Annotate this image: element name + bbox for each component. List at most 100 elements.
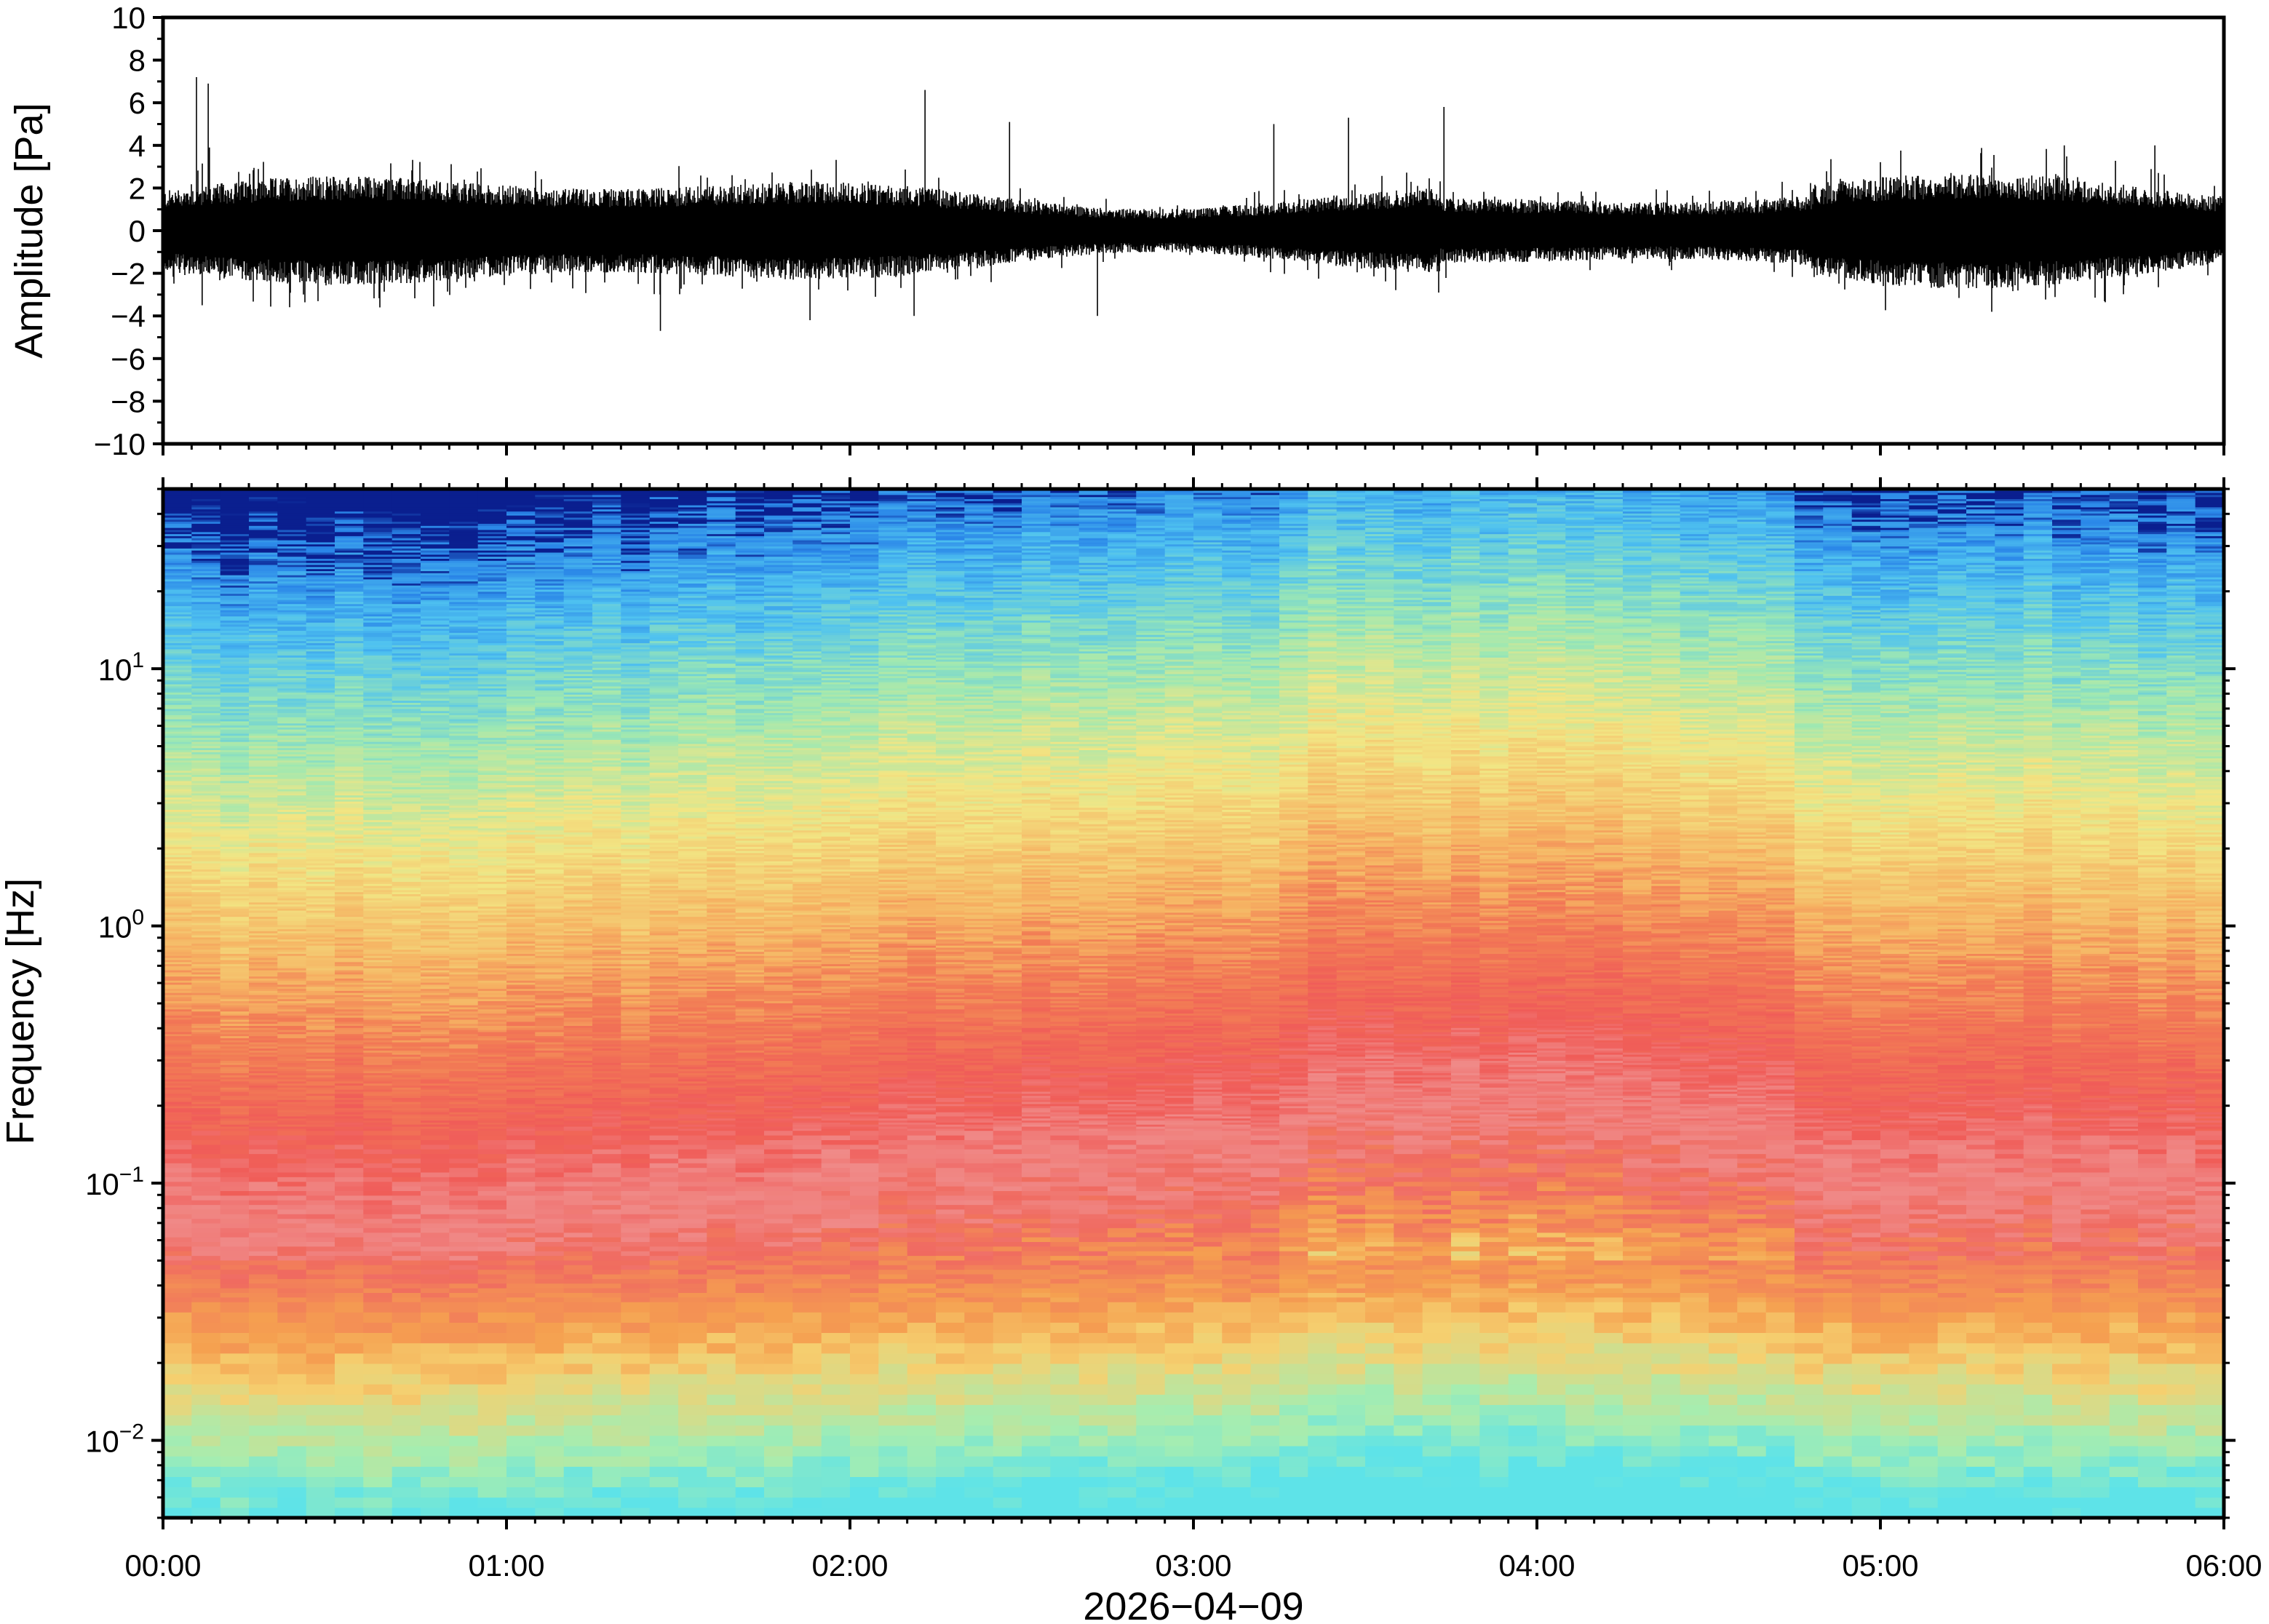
spectrogram-cell	[449, 1288, 479, 1293]
spectrogram-cell	[477, 986, 507, 990]
spectrogram-cell	[363, 1038, 393, 1040]
spectrogram-cell	[249, 776, 279, 779]
spectrogram-cell	[191, 680, 221, 682]
spectrogram-cell	[335, 772, 365, 775]
spectrogram-cell	[220, 1241, 250, 1247]
spectrogram-cell	[506, 947, 536, 950]
spectrogram-cell	[421, 854, 450, 858]
spectrogram-cell	[220, 976, 250, 979]
spectrogram-cell	[363, 910, 393, 913]
spectrogram-cell	[363, 735, 393, 739]
spectrogram-cell	[249, 836, 279, 839]
spectrogram-cell	[392, 1035, 421, 1038]
spectrogram-cell	[335, 898, 365, 901]
spectrogram-cell	[392, 792, 421, 796]
spectrogram-cell	[421, 655, 450, 658]
spectrogram-cell	[277, 943, 307, 946]
spectrogram-cell	[191, 591, 221, 594]
spectrogram-cell	[477, 961, 507, 965]
spectrogram-cell	[191, 968, 221, 971]
spectrogram-cell	[335, 933, 365, 936]
spectrogram-cell	[506, 809, 536, 812]
spectrogram-cell	[306, 575, 335, 578]
spectrogram-cell	[163, 901, 193, 905]
spectrogram-cell	[277, 1251, 307, 1257]
spectrogram-cell	[506, 496, 536, 499]
spectrogram-cell	[163, 1115, 193, 1119]
spectrogram-cell	[477, 622, 507, 625]
spectrogram-cell	[220, 1186, 250, 1191]
spectrogram-cell	[363, 899, 393, 903]
spectrogram-cell	[191, 630, 221, 633]
spectrogram-cell	[220, 636, 250, 640]
spectrogram-cell	[277, 1302, 307, 1313]
spectrogram-cell	[363, 1332, 393, 1344]
spectrogram-cell	[506, 1246, 536, 1251]
spectrogram-cell	[506, 504, 536, 508]
spectrogram-cell	[191, 990, 221, 993]
spectrogram-cell	[191, 910, 221, 913]
spectrogram-cell	[163, 634, 193, 637]
spectrogram-cell	[392, 931, 421, 934]
spectrogram-cell	[363, 891, 393, 894]
spectrogram-cell	[506, 776, 536, 779]
spectrogram-cell	[191, 573, 221, 576]
spectrogram-cell	[220, 583, 250, 586]
spectrogram-cell	[421, 504, 450, 508]
spectrogram-cell	[335, 1015, 365, 1018]
spectrogram-cell	[335, 1008, 365, 1012]
spectrogram-cell	[535, 1241, 565, 1247]
spectrogram-cell	[363, 1077, 393, 1080]
spectrogram-cell	[363, 1251, 393, 1257]
spectrogram-cell	[306, 747, 335, 750]
spectrogram-cell	[220, 1102, 250, 1104]
spectrogram-cell	[277, 1288, 307, 1293]
spectrogram-cell	[191, 826, 221, 829]
spectrogram-cell	[163, 947, 193, 950]
spectrogram-cell	[363, 1476, 393, 1488]
spectrogram-cell	[306, 970, 335, 973]
spectrogram-cell	[477, 570, 507, 573]
spectrogram-cell	[163, 749, 193, 752]
spectrogram-cell	[363, 605, 393, 608]
spectrogram-cell	[191, 647, 221, 650]
spectrogram-cell	[421, 883, 450, 886]
spectrogram-cell	[277, 517, 307, 520]
spectrogram-cell	[163, 764, 193, 767]
spectrogram-cell	[277, 715, 307, 717]
spectrogram-cell	[392, 648, 421, 652]
spectrogram-cell	[392, 963, 421, 966]
spectrogram-cell	[191, 706, 221, 709]
spectrogram-cell	[163, 501, 193, 503]
spectrogram-cell	[306, 533, 335, 536]
spectrogram-cell	[392, 692, 421, 695]
spectrogram-cell	[449, 1497, 479, 1508]
spectrogram-cell	[191, 851, 221, 853]
spectrogram-cell	[306, 1237, 335, 1242]
spectrogram-cell	[277, 1273, 307, 1279]
spectrogram-cell	[191, 1139, 221, 1145]
spectrogram-cell	[163, 832, 193, 835]
spectrogram-cell	[449, 1342, 479, 1354]
spectrogram-cell	[506, 723, 536, 726]
spectrogram-cell	[306, 564, 335, 568]
spectrogram-cell	[163, 848, 193, 851]
spectrogram-cell	[220, 1251, 250, 1257]
spectrogram-cell	[421, 815, 450, 819]
spectrogram-cell	[335, 638, 365, 642]
spectrogram-cell	[477, 688, 507, 690]
spectrogram-cell	[335, 642, 365, 645]
spectrogram-cell	[506, 622, 536, 625]
spectrogram-cell	[277, 1456, 307, 1467]
spectrogram-cell	[506, 1394, 536, 1405]
spectrogram-cell	[421, 779, 450, 781]
spectrogram-cell	[363, 533, 393, 536]
spectrogram-cell	[306, 889, 335, 893]
spectrogram-cell	[449, 826, 479, 829]
spectrogram-cell	[249, 998, 279, 1001]
spectrogram-cell	[220, 947, 250, 950]
spectrogram-cell	[477, 540, 507, 543]
spectrogram-cell	[392, 509, 421, 512]
spectrogram-cell	[335, 669, 365, 672]
spectrogram-cell	[477, 696, 507, 699]
